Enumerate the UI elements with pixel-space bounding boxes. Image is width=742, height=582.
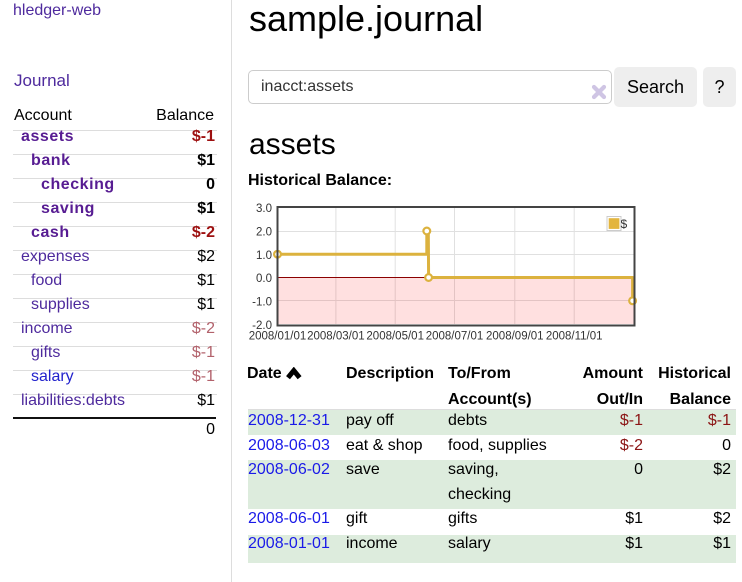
svg-text:2008/07/01: 2008/07/01 <box>426 330 484 342</box>
svg-text:-2.0: -2.0 <box>252 320 272 332</box>
svg-text:2008/05/01: 2008/05/01 <box>366 330 424 342</box>
svg-text:2008/03/01: 2008/03/01 <box>307 330 365 342</box>
svg-text:3.0: 3.0 <box>256 203 272 215</box>
svg-text:1.0: 1.0 <box>256 250 272 262</box>
svg-text:-1.0: -1.0 <box>252 297 272 309</box>
svg-text:2008/01/01: 2008/01/01 <box>249 330 307 342</box>
svg-text:0.0: 0.0 <box>256 273 272 285</box>
svg-text:2.0: 2.0 <box>256 227 272 239</box>
svg-text:2008/11/01: 2008/11/01 <box>546 330 603 342</box>
svg-text:$: $ <box>621 217 628 231</box>
svg-text:2008/09/01: 2008/09/01 <box>486 330 544 342</box>
